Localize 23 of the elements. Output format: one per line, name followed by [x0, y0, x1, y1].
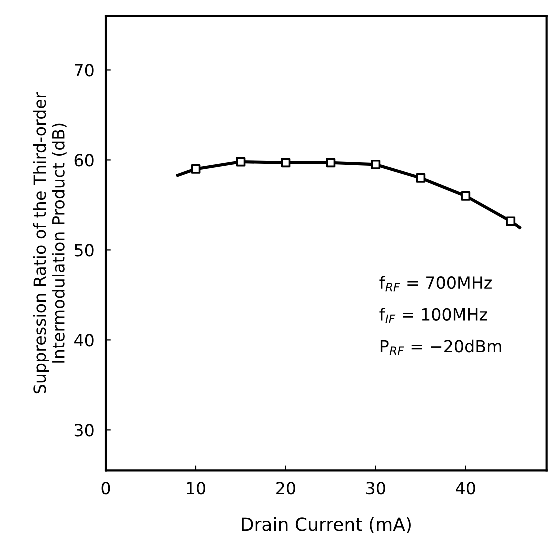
x-tick-label: 10 — [187, 482, 206, 495]
x-tick-label: 20 — [276, 482, 296, 495]
annotation: P$_{RF}$ = −20dBm — [380, 340, 502, 356]
x-tick-label: 0 — [102, 482, 110, 495]
y-tick-label: 50 — [74, 244, 94, 257]
annotation: f$_{IF}$ = 100MHz — [380, 308, 488, 324]
point — [506, 216, 516, 226]
x-axis-title: Drain Current (mA) — [242, 517, 411, 534]
point — [371, 160, 381, 170]
point — [281, 158, 291, 168]
point — [461, 191, 471, 201]
y-tick-label: 30 — [74, 424, 94, 437]
point — [191, 164, 201, 174]
point — [416, 174, 426, 183]
x-tick-label: 40 — [456, 482, 476, 495]
y-axis-title: Suppression Ratio of the Third-order Intermodulation Product (dB) — [33, 92, 67, 394]
point — [326, 158, 336, 168]
x-tick-label: 30 — [366, 482, 386, 495]
annotation: f$_{RF}$ = 700MHz — [380, 276, 492, 292]
y-tick-label: 40 — [74, 334, 94, 347]
y-tick-label: 60 — [74, 154, 94, 167]
point — [236, 157, 246, 167]
y-tick-label: 70 — [75, 64, 94, 77]
